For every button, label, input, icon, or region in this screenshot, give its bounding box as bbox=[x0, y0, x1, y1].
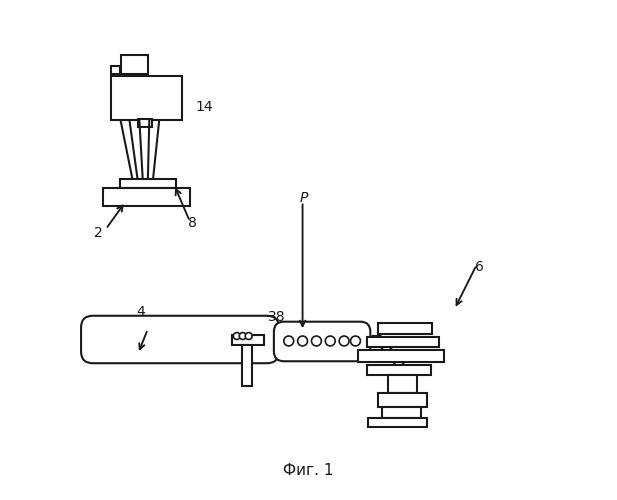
Polygon shape bbox=[120, 180, 176, 188]
Polygon shape bbox=[110, 76, 183, 120]
Polygon shape bbox=[378, 323, 432, 334]
Text: 8: 8 bbox=[188, 216, 197, 230]
Circle shape bbox=[350, 336, 360, 346]
Polygon shape bbox=[378, 394, 427, 406]
Polygon shape bbox=[103, 188, 190, 206]
Polygon shape bbox=[367, 336, 439, 347]
Circle shape bbox=[312, 336, 321, 346]
Circle shape bbox=[245, 332, 252, 340]
Text: 38: 38 bbox=[268, 310, 285, 324]
Polygon shape bbox=[358, 350, 444, 362]
Polygon shape bbox=[372, 336, 412, 374]
Polygon shape bbox=[138, 120, 152, 128]
Circle shape bbox=[339, 336, 349, 346]
Text: 2: 2 bbox=[94, 226, 103, 239]
FancyBboxPatch shape bbox=[274, 322, 370, 361]
Polygon shape bbox=[232, 335, 264, 345]
Circle shape bbox=[325, 336, 335, 346]
Circle shape bbox=[297, 336, 307, 346]
Polygon shape bbox=[387, 374, 417, 394]
Text: P: P bbox=[299, 191, 308, 205]
Circle shape bbox=[233, 332, 240, 340]
Text: 14: 14 bbox=[196, 100, 213, 114]
FancyBboxPatch shape bbox=[81, 316, 279, 363]
Polygon shape bbox=[110, 66, 120, 74]
Polygon shape bbox=[368, 418, 427, 426]
Polygon shape bbox=[382, 406, 421, 418]
Text: 4: 4 bbox=[136, 305, 145, 319]
Text: Фиг. 1: Фиг. 1 bbox=[283, 462, 334, 477]
Circle shape bbox=[284, 336, 294, 346]
Polygon shape bbox=[120, 54, 148, 74]
Polygon shape bbox=[367, 364, 431, 374]
Circle shape bbox=[239, 332, 246, 340]
Text: 6: 6 bbox=[474, 260, 484, 274]
Polygon shape bbox=[242, 345, 252, 386]
